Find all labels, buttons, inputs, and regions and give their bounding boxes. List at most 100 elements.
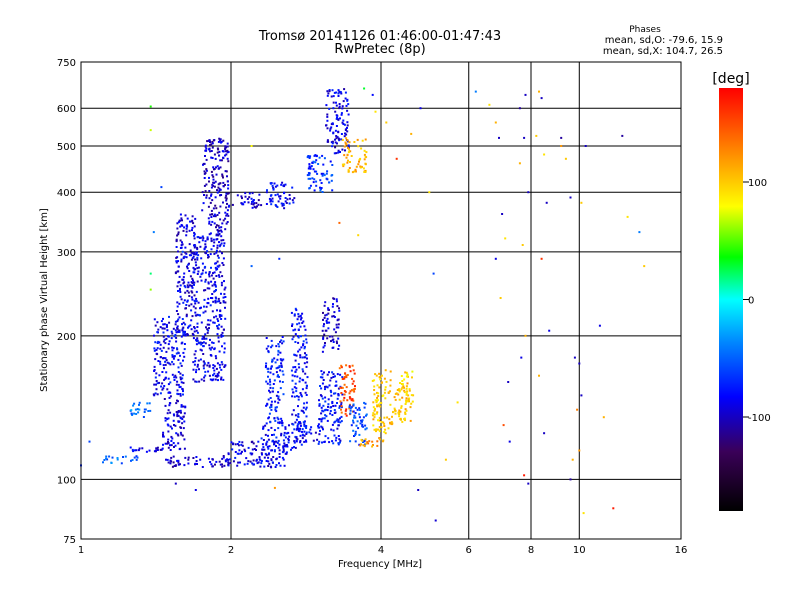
data-point	[336, 116, 338, 119]
data-point	[297, 315, 300, 318]
data-point	[190, 258, 193, 261]
data-point	[147, 410, 150, 412]
colorbar-label: [deg]	[712, 71, 749, 87]
data-point	[202, 269, 204, 272]
data-point	[276, 206, 279, 208]
data-point	[171, 373, 174, 376]
data-point	[278, 257, 281, 260]
data-point	[332, 338, 335, 341]
data-point	[305, 341, 308, 344]
data-point	[253, 205, 256, 208]
data-point	[326, 94, 329, 97]
data-point	[474, 90, 477, 93]
data-point	[221, 463, 223, 466]
data-point	[211, 293, 214, 295]
data-point	[328, 107, 331, 110]
data-point	[305, 338, 308, 341]
data-point	[220, 242, 223, 245]
data-point	[179, 362, 182, 365]
data-point	[164, 357, 167, 360]
data-point	[216, 373, 219, 376]
data-point	[202, 311, 205, 314]
data-point	[122, 456, 124, 458]
data-point	[299, 318, 302, 321]
data-point	[192, 361, 195, 364]
data-point	[389, 370, 392, 373]
data-point	[268, 378, 271, 381]
data-point	[191, 226, 194, 229]
data-point	[331, 402, 334, 405]
data-point	[204, 278, 207, 281]
data-point	[207, 329, 210, 332]
data-point	[220, 378, 222, 381]
data-point	[205, 326, 207, 329]
data-point	[321, 154, 324, 157]
data-point	[361, 425, 364, 428]
data-point	[335, 125, 338, 127]
data-point	[191, 277, 194, 280]
data-point	[212, 321, 215, 324]
data-point	[218, 350, 221, 353]
data-point	[298, 430, 301, 433]
data-point	[180, 381, 183, 384]
data-point	[183, 272, 186, 275]
data-point	[269, 371, 272, 374]
data-point	[303, 423, 306, 426]
data-point	[398, 409, 401, 412]
data-point	[283, 442, 286, 445]
data-point	[308, 165, 311, 168]
data-point	[206, 331, 209, 334]
data-point	[176, 285, 179, 288]
data-point	[538, 374, 540, 377]
data-point	[190, 251, 193, 254]
data-point	[304, 352, 306, 355]
data-point	[154, 341, 157, 344]
data-point	[223, 351, 226, 354]
data-point	[211, 297, 214, 300]
data-point	[274, 406, 277, 409]
data-point	[318, 418, 321, 421]
data-point	[178, 386, 181, 389]
data-point	[330, 179, 333, 182]
data-point	[345, 156, 348, 159]
data-point	[267, 398, 270, 401]
data-point	[222, 328, 225, 331]
data-point	[409, 419, 412, 422]
data-point	[326, 317, 329, 320]
data-point	[203, 337, 206, 340]
data-point	[335, 135, 338, 137]
data-point	[339, 439, 342, 442]
data-point	[173, 379, 176, 381]
data-point	[218, 323, 221, 326]
data-point	[224, 170, 227, 173]
data-point	[248, 192, 251, 195]
data-point	[163, 378, 166, 381]
data-point	[360, 443, 362, 446]
data-point	[305, 365, 308, 368]
data-point	[320, 412, 323, 415]
data-point	[350, 406, 353, 409]
data-point	[208, 180, 210, 183]
data-point	[324, 414, 327, 417]
data-point	[223, 288, 226, 291]
data-point	[271, 434, 273, 436]
data-point	[384, 432, 387, 435]
data-point	[167, 441, 169, 443]
data-point	[408, 397, 411, 400]
data-point	[299, 325, 302, 328]
data-point	[203, 379, 206, 382]
data-point	[194, 258, 196, 261]
data-point	[303, 325, 306, 328]
data-point	[192, 333, 195, 336]
data-point	[337, 435, 340, 437]
data-point	[340, 411, 343, 414]
data-point	[177, 358, 180, 361]
data-point	[265, 380, 268, 383]
data-point	[154, 376, 157, 379]
data-point	[336, 427, 339, 430]
data-point	[173, 464, 176, 467]
data-point	[504, 237, 507, 240]
data-point	[569, 478, 572, 481]
data-point	[345, 143, 348, 146]
data-point	[156, 331, 159, 334]
